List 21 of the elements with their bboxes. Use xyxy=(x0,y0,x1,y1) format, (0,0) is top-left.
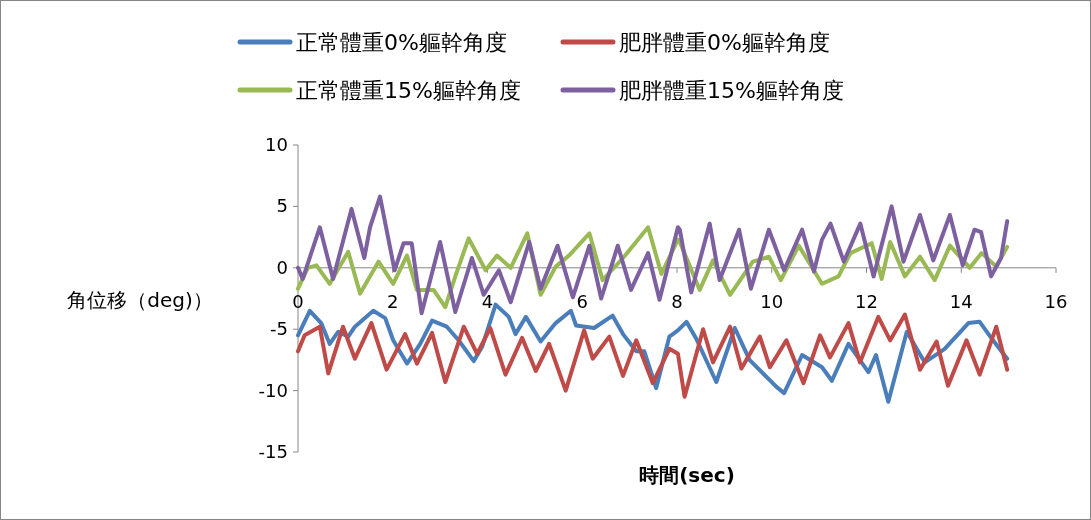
x-tick-label: 12 xyxy=(855,290,878,312)
x-tick-label: 14 xyxy=(949,290,973,312)
y-tick-label: 5 xyxy=(276,195,288,217)
x-tick-label: 8 xyxy=(671,290,683,312)
x-tick-label: 10 xyxy=(760,290,784,312)
y-tick-label: -15 xyxy=(258,441,288,462)
y-tick-label: 0 xyxy=(276,256,288,278)
x-tick-label: 4 xyxy=(481,290,494,312)
legend-label: 正常體重0%軀幹角度 xyxy=(296,30,507,55)
y-tick-label: -10 xyxy=(258,379,288,401)
x-tick-label: 0 xyxy=(292,290,304,312)
x-axis-title: 時間(sec) xyxy=(639,463,735,487)
x-tick-label: 16 xyxy=(1044,290,1068,312)
x-tick-label: 6 xyxy=(576,290,588,312)
legend-label: 肥胖體重15%軀幹角度 xyxy=(619,78,844,103)
y-axis-title: 角位移（deg)） xyxy=(67,288,213,312)
y-tick-label: -5 xyxy=(270,318,288,340)
x-tick-label: 2 xyxy=(387,290,399,312)
y-tick-label: 10 xyxy=(265,134,288,155)
legend-label: 正常體重15%軀幹角度 xyxy=(296,78,521,103)
legend-label: 肥胖體重0%軀幹角度 xyxy=(619,30,830,55)
